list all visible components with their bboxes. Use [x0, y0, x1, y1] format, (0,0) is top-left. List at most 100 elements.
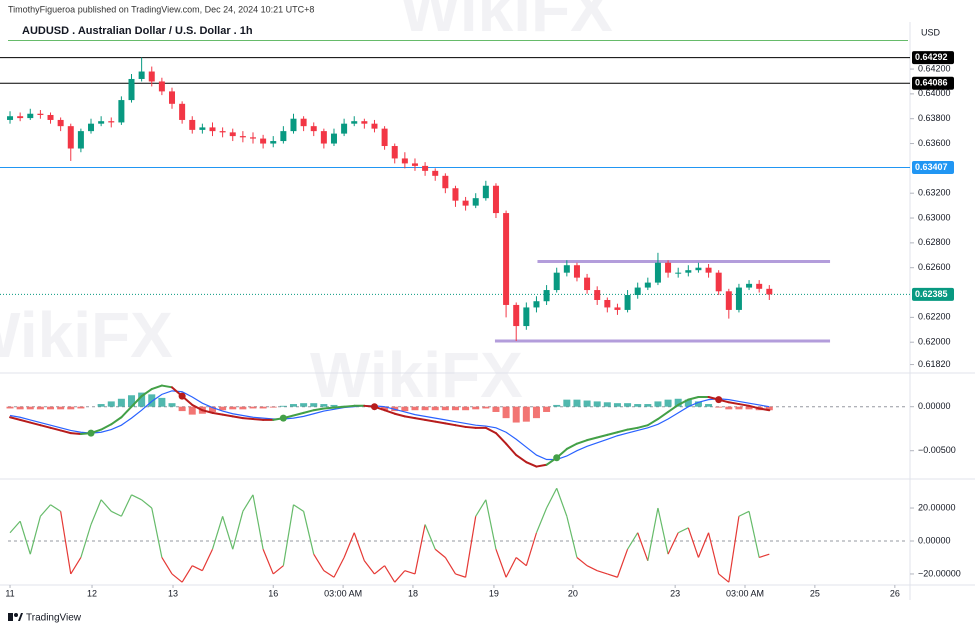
candle-body [472, 198, 479, 206]
oscillator-segment [161, 557, 173, 575]
histogram-bar [624, 403, 632, 407]
histogram-bar [401, 406, 409, 412]
oscillator-segment [9, 520, 21, 534]
oscillator-segment [455, 573, 466, 578]
candle-body [189, 119, 196, 130]
candle-body [108, 121, 115, 123]
histogram-bar [451, 406, 459, 411]
oscillator-segment [141, 499, 153, 509]
chart-title: AUDUSD . Australian Dollar / U.S. Dollar… [22, 25, 253, 37]
macd-segment [110, 416, 123, 426]
macd-segment [434, 420, 447, 425]
candle-body [756, 283, 763, 289]
oscillator-segment [404, 570, 416, 575]
oscillator-segment [232, 511, 244, 550]
oscillator-segment [353, 532, 365, 561]
x-tick-label: 26 [890, 588, 900, 598]
histogram-bar [644, 404, 652, 407]
macd-segment [464, 425, 477, 429]
histogram-bar [441, 406, 449, 411]
macd-segment [383, 409, 396, 415]
y-tick-label: 0.64000 [918, 88, 951, 98]
level-label-box [912, 76, 954, 90]
candle-body [604, 299, 611, 308]
histogram-bar [138, 392, 146, 407]
oscillator-segment [576, 557, 588, 567]
histogram-bar [239, 406, 247, 410]
candle-body [594, 290, 601, 300]
oscillator-segment [687, 527, 700, 558]
macd-segment [312, 407, 325, 412]
candle-body [584, 277, 591, 291]
x-tick-label: 11 [5, 588, 14, 598]
byline: TimothyFigueroa published on TradingView… [8, 4, 314, 14]
macd-segment [586, 436, 599, 442]
macd-segment [575, 439, 589, 445]
oscillator-segment [60, 511, 72, 575]
oscillator-segment [657, 507, 669, 555]
footer-brand: TradingView [26, 613, 82, 624]
macd-segment [292, 411, 305, 417]
histogram-bar [674, 398, 682, 407]
level-label: 0.62385 [915, 289, 948, 299]
cross-dot [279, 414, 287, 422]
y-tick-label: 0.62600 [918, 262, 951, 272]
histogram-bar [543, 406, 551, 412]
oscillator-segment [70, 557, 82, 575]
oscillator-segment [434, 548, 446, 558]
candle-body [492, 185, 499, 214]
macd-segment [636, 424, 649, 429]
oscillator-segment [677, 527, 689, 534]
level-label: 0.64292 [915, 52, 948, 62]
candle-body [158, 81, 165, 92]
histogram-bar [279, 405, 287, 407]
histogram-bar [259, 406, 267, 409]
histogram-bar [310, 403, 318, 407]
histogram-bar [472, 406, 480, 410]
histogram-bar [300, 403, 308, 407]
x-tick-label: 18 [408, 588, 418, 598]
candle-body [138, 71, 145, 79]
level-label-box [912, 287, 954, 301]
macd-segment [393, 412, 406, 418]
tradingview-logo [8, 613, 23, 621]
oscillator-segment [758, 553, 770, 559]
macd-segment [140, 388, 153, 398]
oscillator-segment [293, 504, 304, 512]
histogram-bar [462, 406, 470, 411]
macd-segment [505, 442, 518, 457]
candle-body [462, 200, 469, 206]
oscillator-segment [272, 565, 284, 575]
y-tick-label: 0.63000 [918, 212, 951, 222]
histogram-bar [219, 406, 227, 411]
histogram-bar [502, 406, 510, 419]
macd-segment [343, 404, 356, 408]
macd-segment [59, 429, 72, 435]
histogram-bar [613, 403, 621, 407]
candle-body [128, 78, 135, 101]
macd-segment [667, 403, 680, 413]
oscillator-segment [39, 504, 51, 517]
watermark: WikiFX [310, 339, 523, 411]
macd-segment [444, 422, 457, 427]
candle-body [351, 121, 358, 124]
candle-body [219, 131, 226, 133]
macd-segment [454, 424, 467, 428]
candle-body [77, 131, 84, 149]
y-tick-label: 0.62000 [918, 337, 951, 347]
candle-body [543, 290, 550, 302]
candle-body [148, 71, 155, 82]
histogram-bar [208, 406, 216, 412]
candle-body [371, 123, 378, 129]
macd-segment [565, 442, 578, 450]
candle-body [57, 119, 64, 127]
macd-segment [424, 418, 437, 423]
candle-body [7, 116, 14, 120]
candle-body [705, 267, 712, 273]
macd-segment [29, 421, 42, 427]
histogram-bar [522, 406, 530, 422]
oscillator-segment [201, 548, 214, 571]
oscillator-segment [697, 532, 710, 558]
